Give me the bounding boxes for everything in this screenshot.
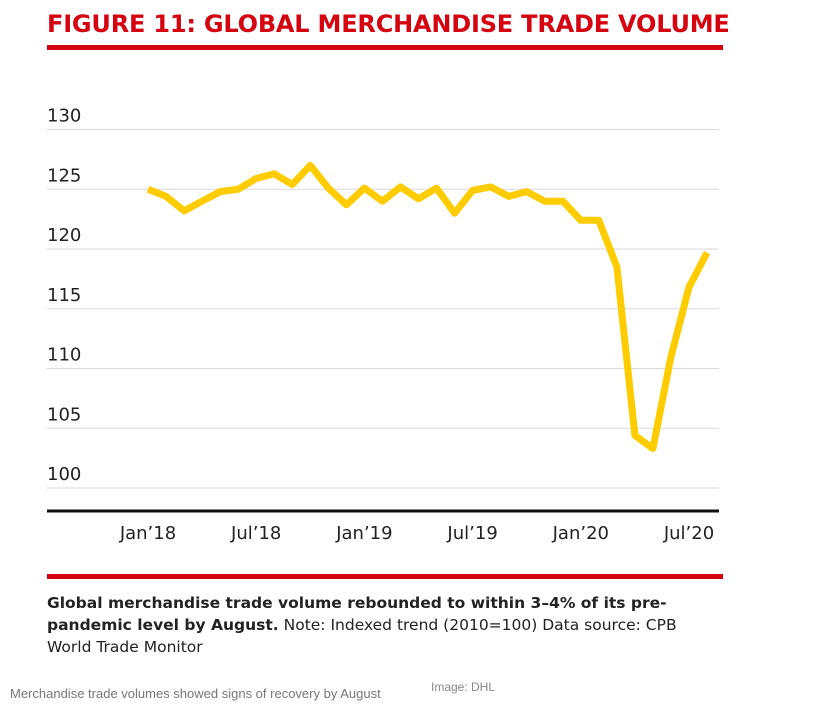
line-chart: 100 105 110 115 120 125 130 Jan’18 Jul’18 Jan’19… [47, 106, 719, 544]
x-tick-label: Jul’20 [663, 523, 714, 544]
x-tick-labels: Jan’18 Jul’18 Jan’19 Jul’19 Jan’20 Jul’20 [119, 523, 714, 544]
y-tick-label: 105 [47, 404, 81, 425]
y-tick-labels: 100 105 110 115 120 125 130 [47, 106, 81, 486]
y-tick-label: 125 [47, 165, 81, 186]
x-tick-label: Jan’18 [119, 523, 176, 544]
data-points [147, 165, 708, 449]
y-tick-label: 100 [47, 464, 81, 485]
x-tick-label: Jan’20 [552, 523, 609, 544]
y-tick-label: 115 [47, 285, 81, 306]
figure-caption: Global merchandise trade volume rebounde… [47, 592, 707, 658]
y-tick-label: 110 [47, 345, 81, 366]
x-tick-label: Jan’19 [335, 523, 392, 544]
figure-title: FIGURE 11: GLOBAL MERCHANDISE TRADE VOLU… [47, 10, 730, 38]
trade-volume-line [146, 161, 711, 453]
caption-bold: Global merchandise trade volume rebounde… [47, 594, 667, 634]
caption-top-rule [47, 574, 723, 579]
image-credit: Image: DHL [431, 680, 496, 694]
x-tick-label: Jul’18 [230, 523, 281, 544]
x-tick-label: Jul’19 [446, 523, 497, 544]
y-tick-label: 120 [47, 225, 81, 246]
gridlines [47, 129, 719, 489]
caption-note: Note: Indexed trend (2010=100) Data sour… [47, 616, 677, 656]
y-tick-label: 130 [47, 106, 81, 127]
image-caption: Merchandise trade volumes showed signs o… [10, 686, 381, 701]
title-underline-rule [47, 45, 723, 50]
